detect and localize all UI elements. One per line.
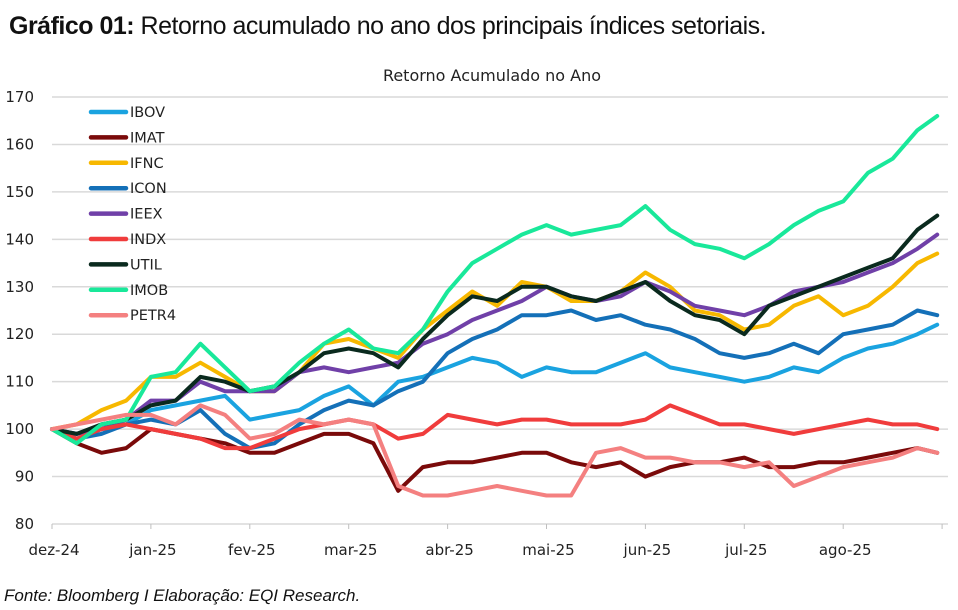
figure-label: Gráfico 01: bbox=[9, 12, 135, 40]
legend-item-util: UTIL bbox=[88, 257, 162, 273]
y-tick-label: 120 bbox=[5, 325, 34, 343]
x-tick-label: fev-25 bbox=[228, 541, 275, 559]
legend-item-ieex: IEEX bbox=[88, 207, 163, 223]
x-tick-label: jan-25 bbox=[128, 541, 176, 559]
legend-label: INDX bbox=[130, 232, 166, 248]
legend-item-imat: IMAT bbox=[88, 130, 165, 146]
legend-item-imob: IMOB bbox=[88, 283, 168, 299]
source-note: Fonte: Bloomberg I Elaboração: EQI Resea… bbox=[4, 586, 361, 605]
legend-label: ICON bbox=[130, 181, 167, 197]
legend-label: IBOV bbox=[130, 105, 165, 121]
series-line-icon bbox=[50, 308, 940, 451]
legend-label: IEEX bbox=[130, 207, 163, 223]
y-axis: 80 90 100 110 120 130 140 150 160 170 bbox=[5, 88, 34, 533]
x-tick-label: jul-25 bbox=[724, 541, 767, 559]
series-line-indx bbox=[50, 403, 940, 451]
legend-item-petr4: PETR4 bbox=[88, 308, 176, 324]
series-line-ieex bbox=[50, 232, 940, 436]
x-tick-label: mai-25 bbox=[522, 541, 574, 559]
series-line-imob bbox=[50, 114, 940, 446]
legend-label: PETR4 bbox=[130, 308, 176, 324]
legend-item-ifnc: IFNC bbox=[88, 156, 164, 172]
y-tick-label: 130 bbox=[5, 278, 34, 296]
x-tick-label: ago-25 bbox=[819, 541, 872, 559]
figure-title-text: Retorno acumulado no ano dos principais … bbox=[134, 12, 767, 40]
legend-label: IFNC bbox=[130, 156, 164, 172]
x-tick-label: mar-25 bbox=[324, 541, 378, 559]
series-line-petr4 bbox=[50, 403, 940, 498]
y-tick-label: 170 bbox=[5, 88, 34, 106]
legend: IBOV IMAT IFNC ICON IEEX INDX UTIL IMOB PETR4 bbox=[88, 105, 176, 324]
y-tick-label: 90 bbox=[15, 468, 34, 486]
y-tick-label: 150 bbox=[5, 183, 34, 201]
x-axis: dez-24 jan-25 fev-25 mar-25 abr-25 mai-25 jun-… bbox=[28, 524, 943, 559]
legend-label: IMAT bbox=[130, 130, 165, 146]
figure-title: Gráfico 01: Retorno acumulado no ano dos… bbox=[9, 12, 767, 41]
series-line-util bbox=[50, 213, 940, 436]
line-chart: Retorno Acumulado no Ano 80 90 100 110 120 13… bbox=[5, 66, 948, 559]
y-tick-label: 110 bbox=[5, 373, 34, 391]
series-line-ibov bbox=[50, 322, 940, 436]
legend-item-icon: ICON bbox=[88, 181, 167, 197]
y-tick-label: 140 bbox=[5, 230, 34, 248]
legend-label: UTIL bbox=[130, 257, 162, 273]
legend-item-indx: INDX bbox=[88, 232, 166, 248]
y-tick-label: 160 bbox=[5, 135, 34, 153]
gridlines bbox=[52, 96, 948, 525]
legend-item-ibov: IBOV bbox=[88, 105, 165, 121]
legend-label: IMOB bbox=[130, 283, 168, 299]
x-tick-label: abr-25 bbox=[425, 541, 473, 559]
series-lines bbox=[50, 114, 940, 498]
y-tick-label: 80 bbox=[15, 515, 34, 533]
x-tick-label: dez-24 bbox=[28, 541, 79, 559]
y-tick-label: 100 bbox=[5, 420, 34, 438]
x-tick-label: jun-25 bbox=[623, 541, 672, 559]
chart-title: Retorno Acumulado no Ano bbox=[383, 66, 601, 85]
series-line-ifnc bbox=[50, 251, 940, 432]
